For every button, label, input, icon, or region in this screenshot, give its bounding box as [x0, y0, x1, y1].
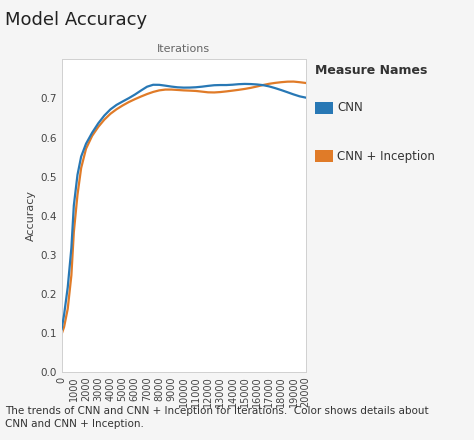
Text: The trends of CNN and CNN + Inception for Iterations.  Color shows details about: The trends of CNN and CNN + Inception fo… — [5, 406, 428, 429]
Y-axis label: Accuracy: Accuracy — [26, 190, 36, 241]
Title: Iterations: Iterations — [157, 44, 210, 55]
Text: CNN + Inception: CNN + Inception — [337, 150, 435, 163]
Text: Measure Names: Measure Names — [315, 64, 428, 77]
Text: CNN: CNN — [337, 101, 363, 114]
Text: Model Accuracy: Model Accuracy — [5, 11, 147, 29]
